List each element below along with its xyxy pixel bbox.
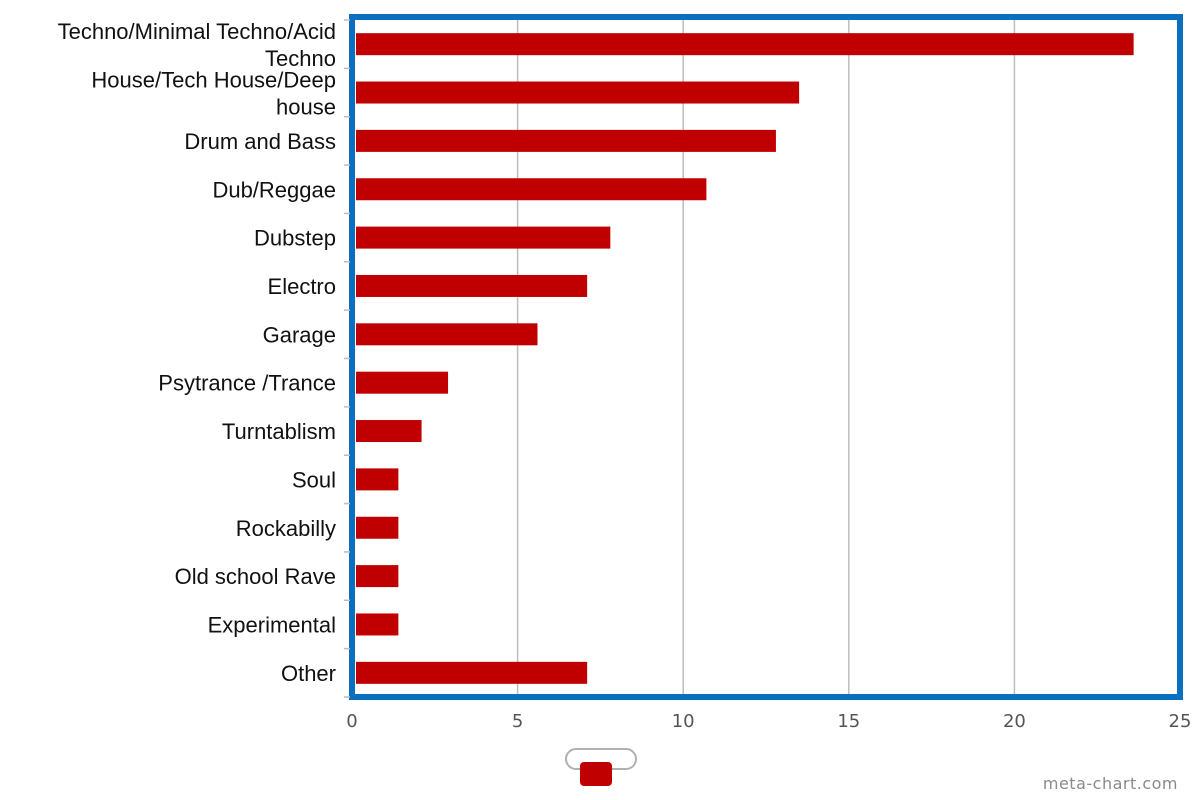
legend-swatch[interactable] [580,762,612,786]
x-tick-label: 5 [512,711,523,732]
x-tick-label: 0 [346,711,357,732]
plot-frame [349,14,1183,700]
bar [356,468,399,491]
x-tick-label: 25 [1169,711,1192,732]
watermark: meta-chart.com [1042,774,1178,793]
bar [356,81,800,104]
category-label: Dubstep [254,226,336,251]
category-label: Other [281,661,336,686]
x-tick-label: 10 [672,711,695,732]
category-label: House/Tech House/Deep house [91,68,336,120]
bar [356,129,776,152]
category-label: Electro [268,274,336,299]
x-tick-label: 15 [837,711,860,732]
bar [356,323,538,346]
bar [356,226,611,249]
category-label: Psytrance /Trance [158,371,336,396]
category-label: Turntablism [222,419,336,444]
bar [356,420,422,443]
x-tick-label: 20 [1003,711,1026,732]
category-label: Garage [263,322,336,347]
category-label: Experimental [208,612,336,637]
bar [356,661,588,684]
category-label: Soul [292,467,336,492]
bar [356,565,399,588]
category-label: Dub/Reggae [212,177,336,202]
bar [356,613,399,636]
bar [356,371,449,394]
category-label: Rockabilly [236,516,336,541]
bar [356,178,707,201]
category-label: Techno/Minimal Techno/Acid Techno [58,19,336,71]
bar [356,274,588,297]
category-label: Drum and Bass [184,129,336,154]
category-label-line: House/Tech House/Deep [91,68,336,93]
category-label: Old school Rave [175,564,336,589]
category-label-line: house [276,95,336,120]
bar [356,33,1134,56]
bar [356,516,399,539]
category-label-line: Techno/Minimal Techno/Acid [58,19,336,44]
category-label-line: Techno [265,46,336,71]
